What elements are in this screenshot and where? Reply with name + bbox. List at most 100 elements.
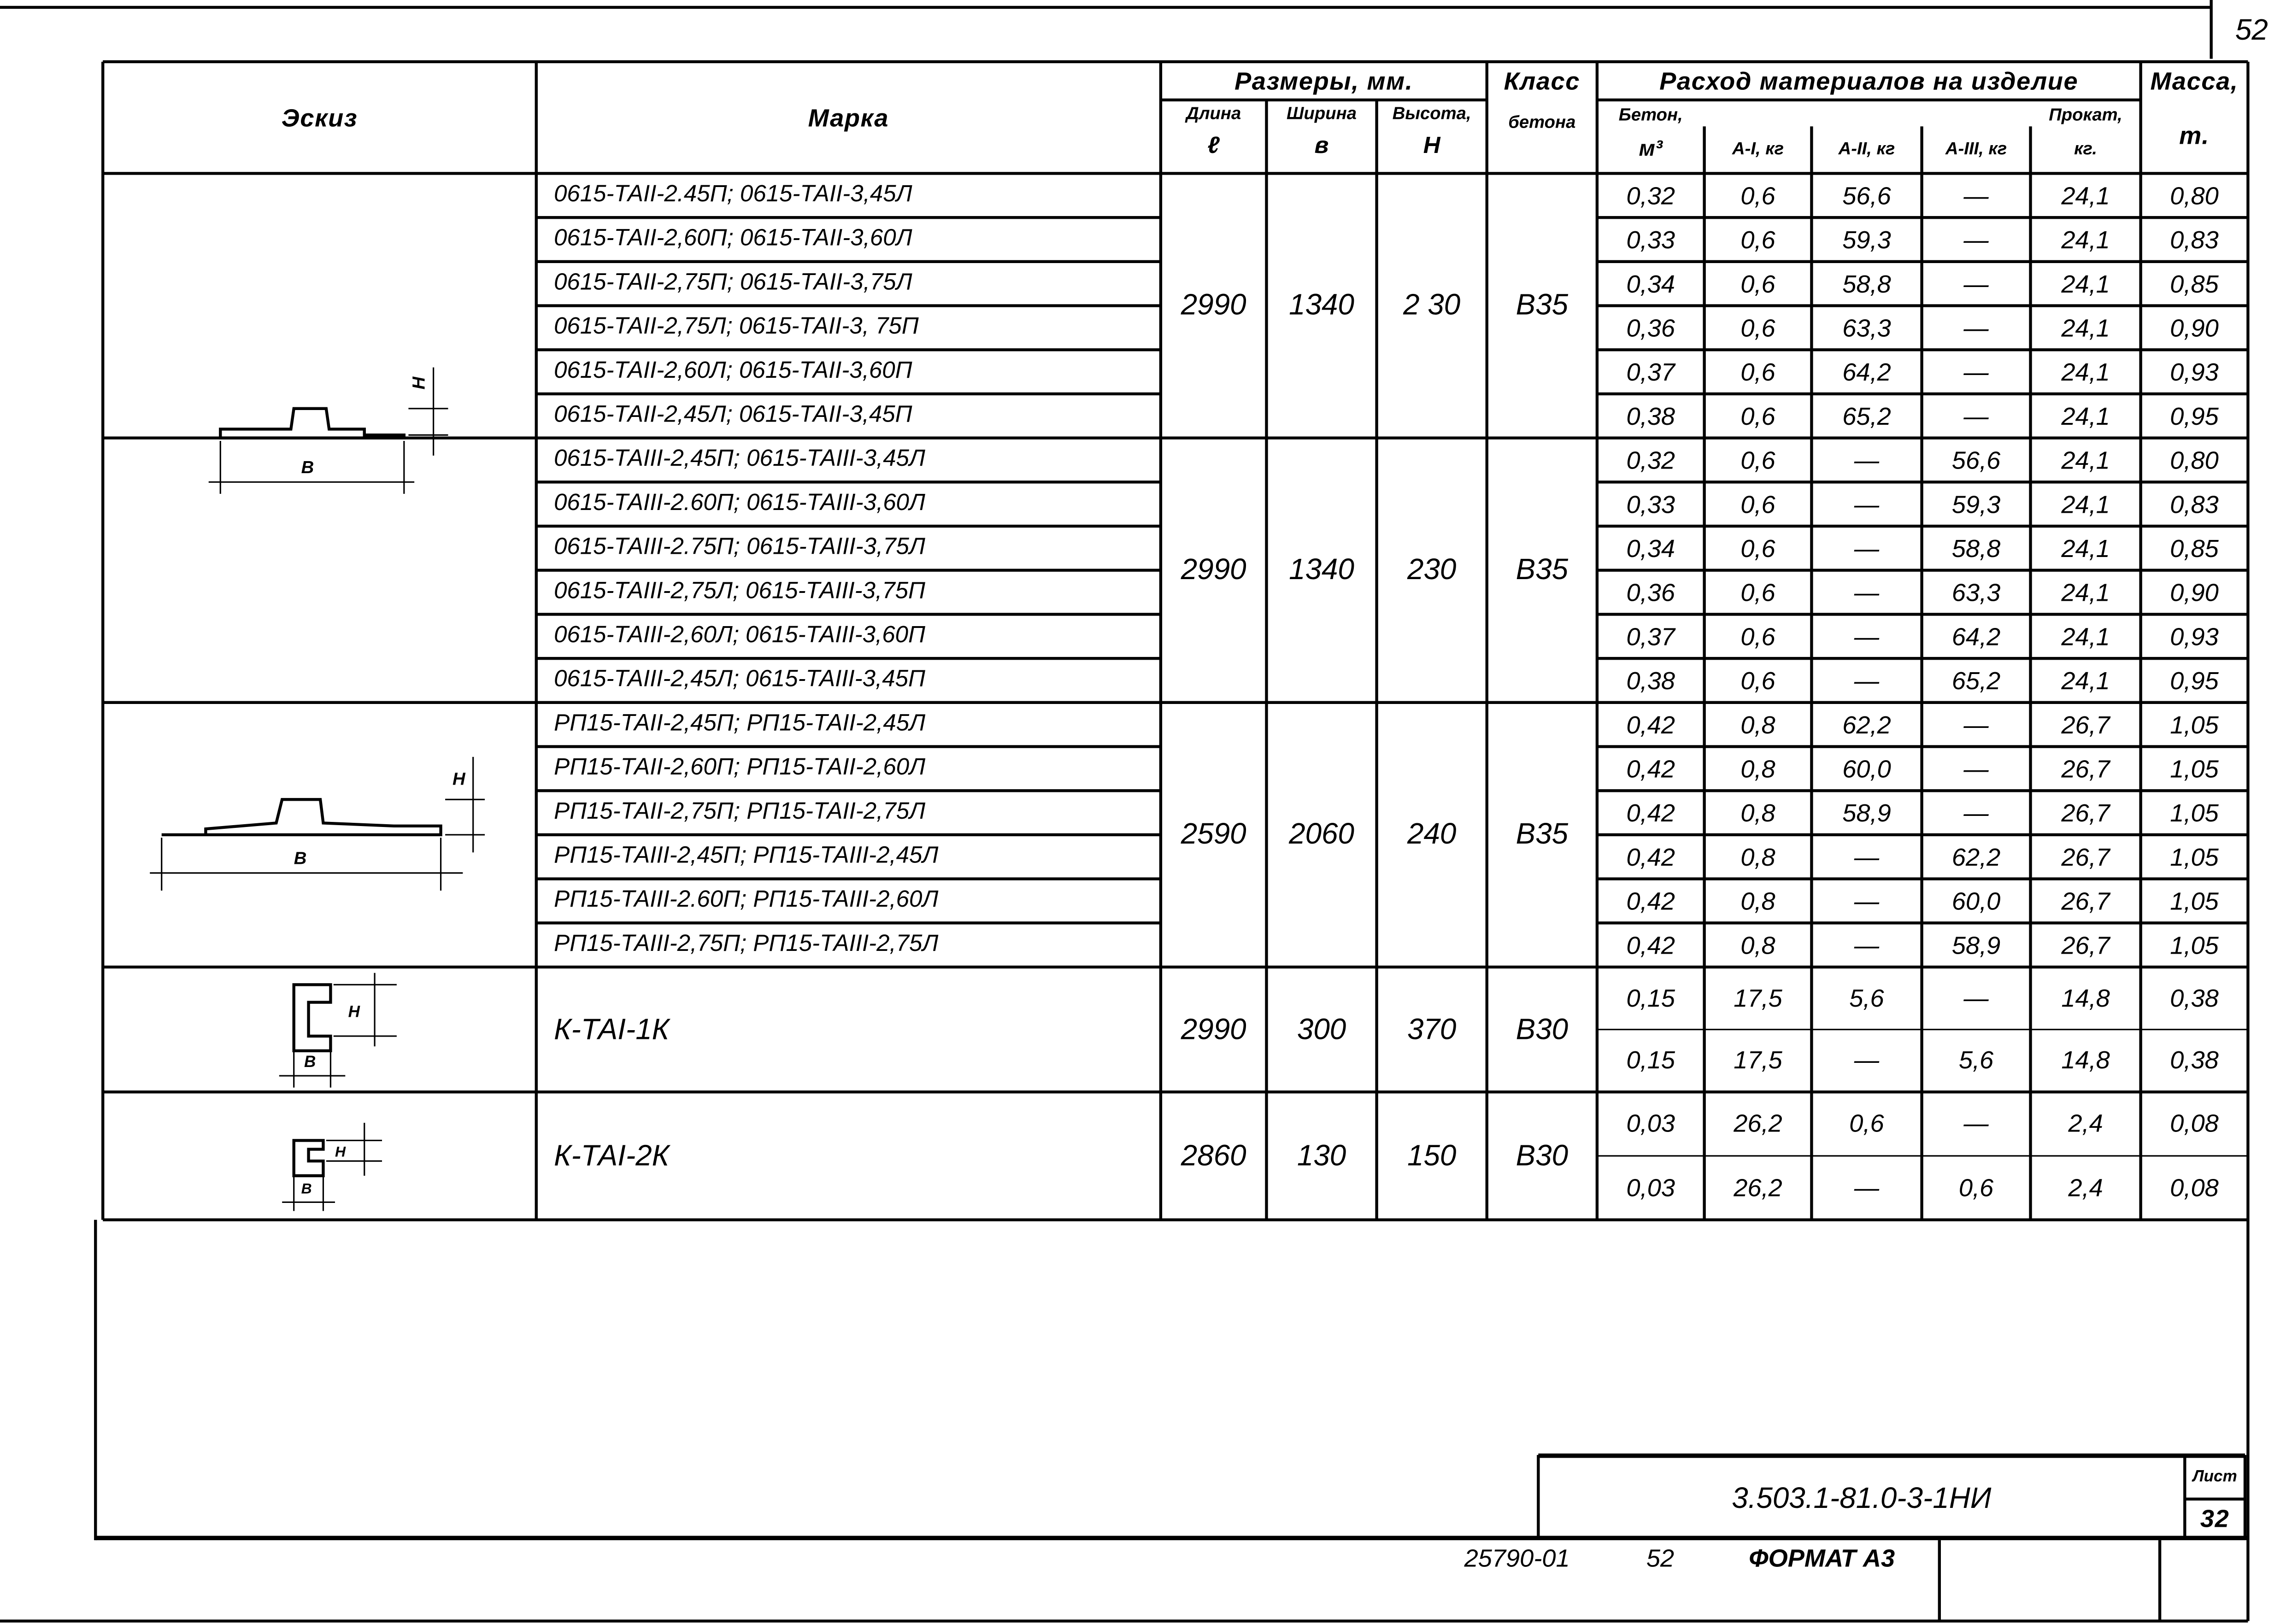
rule-line — [1810, 173, 1813, 1220]
rolled-value: 26,7 — [2061, 755, 2110, 783]
a3-value: — — [1963, 798, 1989, 827]
mark-cell: РП15-ТАIII-2,75П; РП15-ТАIII-2,75Л — [554, 932, 939, 957]
mass-value: 0,85 — [2170, 270, 2219, 298]
a1-value: 0,6 — [1740, 578, 1775, 606]
rule-line — [1597, 481, 2248, 483]
a1-value: 0,8 — [1740, 887, 1775, 915]
rule-line — [1597, 569, 2248, 572]
length-value: 2990 — [1181, 289, 1246, 322]
header-mass: Масса, — [2150, 67, 2239, 95]
concrete-value: 0,37 — [1626, 622, 1675, 651]
header-materials: Расход материалов на изделие — [1659, 67, 2079, 95]
mark-cell: 0615-ТАII-2,75П; 0615-ТАII-3,75Л — [554, 270, 912, 296]
a3-value: — — [1963, 755, 1989, 783]
height-value: 150 — [1407, 1139, 1457, 1173]
a2-value: — — [1854, 534, 1880, 563]
a3-value: — — [1963, 225, 1989, 254]
a2-value: — — [1854, 931, 1880, 959]
header-width-symbol: в — [1314, 134, 1329, 159]
mass-value: 0,83 — [2170, 490, 2219, 518]
rule-line — [2183, 1455, 2186, 1537]
rule-line — [1265, 100, 1268, 174]
concrete-value: 0,15 — [1626, 984, 1675, 1013]
rule-line — [1265, 173, 1268, 1220]
a1-value: 0,6 — [1740, 402, 1775, 430]
width-value: 300 — [1297, 1013, 1346, 1046]
width-value: 1340 — [1289, 289, 1354, 322]
rule-line — [103, 1090, 2248, 1094]
sketch-width-label: В — [304, 1053, 316, 1071]
a2-value: — — [1854, 887, 1880, 915]
rolled-value: 24,1 — [2061, 181, 2110, 210]
rule-line — [1595, 61, 1599, 174]
mass-value: 0,85 — [2170, 534, 2219, 563]
rolled-value: 24,1 — [2061, 534, 2110, 563]
a1-value: 0,6 — [1740, 358, 1775, 386]
header-rolled: Прокат, — [2049, 104, 2122, 125]
height-value: 240 — [1407, 818, 1457, 851]
mark-cell: 0615-ТАII-2,60П; 0615-ТАII-3,60Л — [554, 226, 912, 252]
a2-value: — — [1854, 446, 1880, 474]
rule-line — [1597, 348, 2248, 351]
a3-value: 60,0 — [1951, 887, 2001, 915]
mass-value: 0,38 — [2170, 1047, 2219, 1075]
rule-line — [103, 59, 2248, 64]
rule-line — [535, 173, 538, 1220]
rule-line — [536, 525, 1161, 528]
a3-value: 62,2 — [1951, 843, 2001, 871]
rule-line — [1537, 1455, 1540, 1537]
concrete-value: 0,33 — [1626, 225, 1675, 254]
rule-line — [1597, 833, 2248, 836]
rule-line — [1485, 61, 1488, 174]
a2-value: 5,6 — [1849, 984, 1884, 1013]
concrete-value: 0,34 — [1626, 534, 1675, 563]
sketch-column-2k: В Н — [282, 1123, 382, 1211]
height-value: 2 30 — [1403, 289, 1461, 322]
mass-value: 0,80 — [2170, 446, 2219, 474]
concrete-value: 0,33 — [1626, 490, 1675, 518]
header-mark: Марка — [808, 103, 889, 132]
rule-line — [1597, 1155, 2248, 1157]
rolled-value: 24,1 — [2061, 446, 2110, 474]
header-class-concrete: бетона — [1508, 111, 1576, 133]
rule-line — [1597, 305, 2248, 307]
rule-line — [536, 789, 1161, 792]
rule-line — [95, 1535, 2248, 1540]
mass-value: 1,05 — [2170, 798, 2219, 827]
a2-value: — — [1854, 1047, 1880, 1075]
rule-line — [1159, 173, 1163, 1220]
header-mass-unit: т. — [2179, 121, 2210, 149]
mass-value: 1,05 — [2170, 710, 2219, 739]
sketch-height-label: Н — [348, 1003, 360, 1020]
rule-line — [94, 1219, 97, 1541]
concrete-value: 0,34 — [1626, 270, 1675, 298]
width-value: 130 — [1297, 1139, 1346, 1173]
mass-value: 1,05 — [2170, 887, 2219, 915]
mark-cell: РП15-ТАIII-2.60П; РП15-ТАIII-2,60Л — [554, 887, 939, 913]
a2-value: 63,3 — [1842, 314, 1891, 342]
rule-line — [1703, 173, 1706, 1220]
rule-line — [103, 1218, 2248, 1222]
a2-value: — — [1854, 1174, 1880, 1202]
a2-value: 60,0 — [1842, 755, 1891, 783]
mark-cell: РП15-ТАII-2,45П; РП15-ТАII-2,45Л — [554, 711, 926, 737]
concrete-value: 0,37 — [1626, 358, 1675, 386]
rule-line — [1597, 216, 2248, 219]
sheet-label: Лист — [2192, 1467, 2237, 1485]
rolled-value: 24,1 — [2061, 270, 2110, 298]
a2-value: 58,8 — [1842, 270, 1891, 298]
concrete-class-value: В30 — [1516, 1013, 1569, 1046]
rule-line — [1595, 173, 1599, 1220]
a3-value: 56,6 — [1951, 446, 2001, 474]
mark-cell: 0615-ТАIII-2,45П; 0615-ТАIII-3,45Л — [554, 446, 925, 472]
page-number: 52 — [2235, 14, 2268, 47]
a2-value: — — [1854, 843, 1880, 871]
mark-cell: РП15-ТАIII-2,45П; РП15-ТАIII-2,45Л — [554, 844, 939, 869]
a2-value: — — [1854, 666, 1880, 695]
rule-line — [0, 6, 2211, 9]
rule-line — [1810, 126, 1813, 174]
footer-page: 52 — [1646, 1544, 1675, 1572]
mass-value: 1,05 — [2170, 843, 2219, 871]
a2-value: 58,9 — [1842, 798, 1891, 827]
rule-line — [1597, 525, 2248, 528]
